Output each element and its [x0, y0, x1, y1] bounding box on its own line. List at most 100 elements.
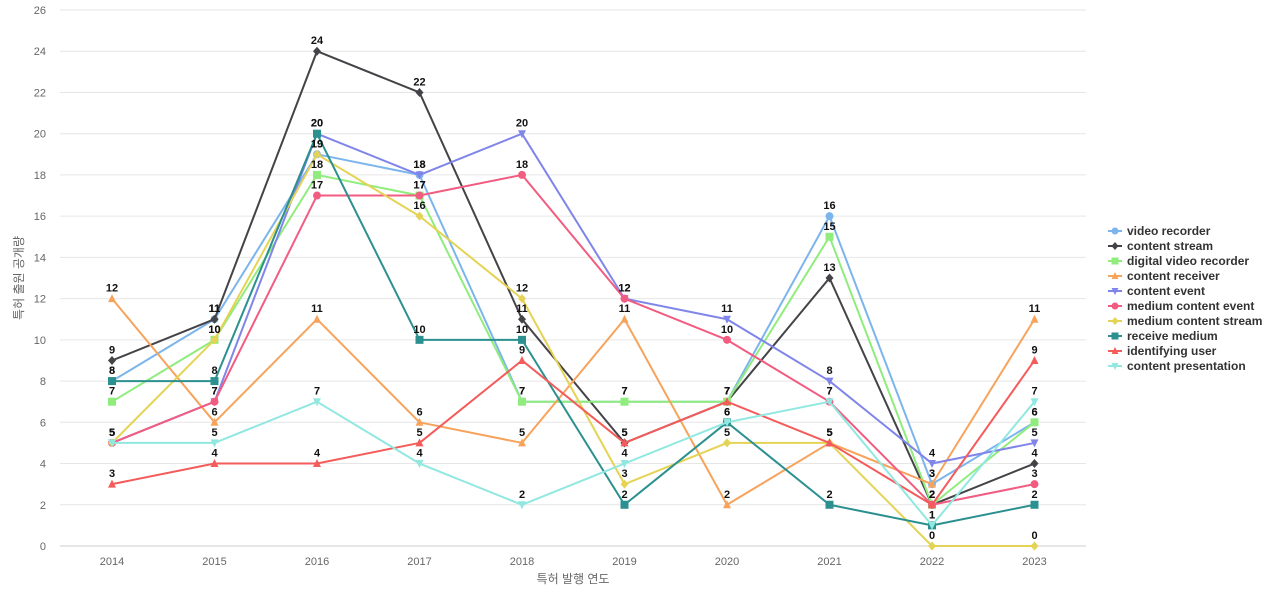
data-point[interactable] — [108, 377, 116, 386]
data-point[interactable] — [313, 398, 321, 407]
data-point[interactable] — [108, 294, 116, 303]
data-point[interactable] — [1030, 480, 1039, 489]
data-point[interactable] — [620, 460, 629, 469]
data-label: 6 — [724, 406, 730, 418]
data-point[interactable] — [723, 335, 731, 344]
data-point[interactable] — [415, 335, 424, 344]
data-point[interactable] — [313, 170, 321, 179]
data-point[interactable] — [723, 500, 731, 509]
legend-item[interactable]: digital video recorder — [1108, 254, 1249, 268]
data-point[interactable] — [210, 459, 219, 468]
legend-item[interactable]: content event — [1108, 284, 1205, 298]
data-point[interactable] — [210, 417, 219, 426]
data-point[interactable] — [928, 500, 936, 509]
data-label: 20 — [311, 118, 323, 130]
data-point[interactable] — [825, 398, 834, 407]
data-label: 15 — [823, 221, 835, 233]
data-point[interactable] — [723, 315, 731, 324]
data-point[interactable] — [825, 377, 834, 386]
x-tick-label: 2017 — [407, 556, 431, 568]
data-label: 18 — [311, 159, 323, 171]
data-point[interactable] — [825, 212, 834, 221]
data-point[interactable] — [313, 314, 321, 323]
data-point[interactable] — [518, 170, 526, 179]
data-point[interactable] — [723, 418, 731, 427]
data-point[interactable] — [415, 417, 424, 426]
data-point[interactable] — [108, 355, 116, 365]
data-label: 8 — [211, 365, 217, 377]
data-point[interactable] — [108, 439, 116, 448]
data-label: 17 — [413, 180, 425, 192]
data-point[interactable] — [1030, 418, 1039, 427]
data-point[interactable] — [723, 397, 731, 406]
data-point[interactable] — [1030, 459, 1039, 469]
data-label: 1 — [929, 509, 935, 521]
data-point[interactable] — [518, 397, 526, 406]
data-point[interactable] — [518, 335, 526, 344]
data-point[interactable] — [1030, 500, 1039, 509]
data-point[interactable] — [518, 438, 526, 447]
legend-item[interactable]: identifying user — [1108, 344, 1217, 358]
data-point[interactable] — [518, 501, 526, 510]
legend-label: content event — [1127, 284, 1205, 298]
data-point[interactable] — [620, 438, 629, 447]
y-tick-label: 12 — [34, 294, 46, 306]
data-point[interactable] — [108, 397, 116, 406]
data-point[interactable] — [415, 211, 424, 221]
data-point[interactable] — [1030, 314, 1039, 323]
y-tick-label: 8 — [40, 376, 46, 388]
data-point[interactable] — [518, 294, 526, 304]
data-point[interactable] — [313, 46, 321, 56]
data-point[interactable] — [620, 479, 629, 489]
data-label: 20 — [516, 118, 528, 130]
legend-item[interactable]: video recorder — [1108, 224, 1211, 238]
data-point[interactable] — [1030, 398, 1039, 407]
data-point[interactable] — [108, 479, 116, 488]
data-point[interactable] — [415, 438, 424, 447]
data-point[interactable] — [415, 171, 424, 180]
data-point[interactable] — [518, 130, 526, 139]
legend-item[interactable]: medium content event — [1108, 299, 1254, 313]
legend-item[interactable]: receive medium — [1108, 329, 1218, 343]
data-point[interactable] — [620, 500, 629, 509]
y-tick-label: 20 — [34, 129, 46, 141]
x-tick-label: 2023 — [1022, 556, 1046, 568]
data-point[interactable] — [210, 439, 219, 448]
data-point[interactable] — [825, 232, 834, 241]
data-point[interactable] — [1030, 439, 1039, 448]
data-point[interactable] — [313, 191, 321, 200]
data-point[interactable] — [415, 191, 424, 200]
data-point[interactable] — [928, 541, 936, 551]
data-point[interactable] — [620, 314, 629, 323]
data-point[interactable] — [415, 87, 424, 97]
data-point[interactable] — [928, 521, 936, 530]
data-point[interactable] — [620, 397, 629, 406]
legend-label: content presentation — [1127, 359, 1246, 373]
data-point[interactable] — [210, 335, 219, 345]
data-point[interactable] — [313, 149, 321, 159]
data-point[interactable] — [210, 314, 219, 324]
data-point[interactable] — [518, 355, 526, 364]
legend-item[interactable]: content presentation — [1108, 359, 1246, 373]
data-point[interactable] — [620, 294, 629, 303]
data-point[interactable] — [1030, 541, 1039, 551]
data-point[interactable] — [928, 479, 936, 488]
data-label: 10 — [721, 324, 733, 336]
legend-item[interactable]: content receiver — [1108, 269, 1220, 283]
data-point[interactable] — [1030, 355, 1039, 364]
data-point[interactable] — [928, 460, 936, 469]
series-receive-medium — [108, 129, 1039, 530]
data-point[interactable] — [313, 129, 321, 138]
data-point[interactable] — [518, 314, 526, 324]
data-point[interactable] — [210, 377, 219, 386]
data-point[interactable] — [723, 438, 731, 448]
data-point[interactable] — [825, 500, 834, 509]
data-point[interactable] — [825, 438, 834, 447]
legend-item[interactable]: medium content stream — [1108, 314, 1262, 328]
data-point[interactable] — [415, 460, 424, 469]
x-tick-label: 2021 — [817, 556, 841, 568]
data-point[interactable] — [313, 459, 321, 468]
legend-item[interactable]: content stream — [1108, 239, 1213, 253]
data-point[interactable] — [210, 397, 219, 406]
data-point[interactable] — [825, 273, 834, 283]
